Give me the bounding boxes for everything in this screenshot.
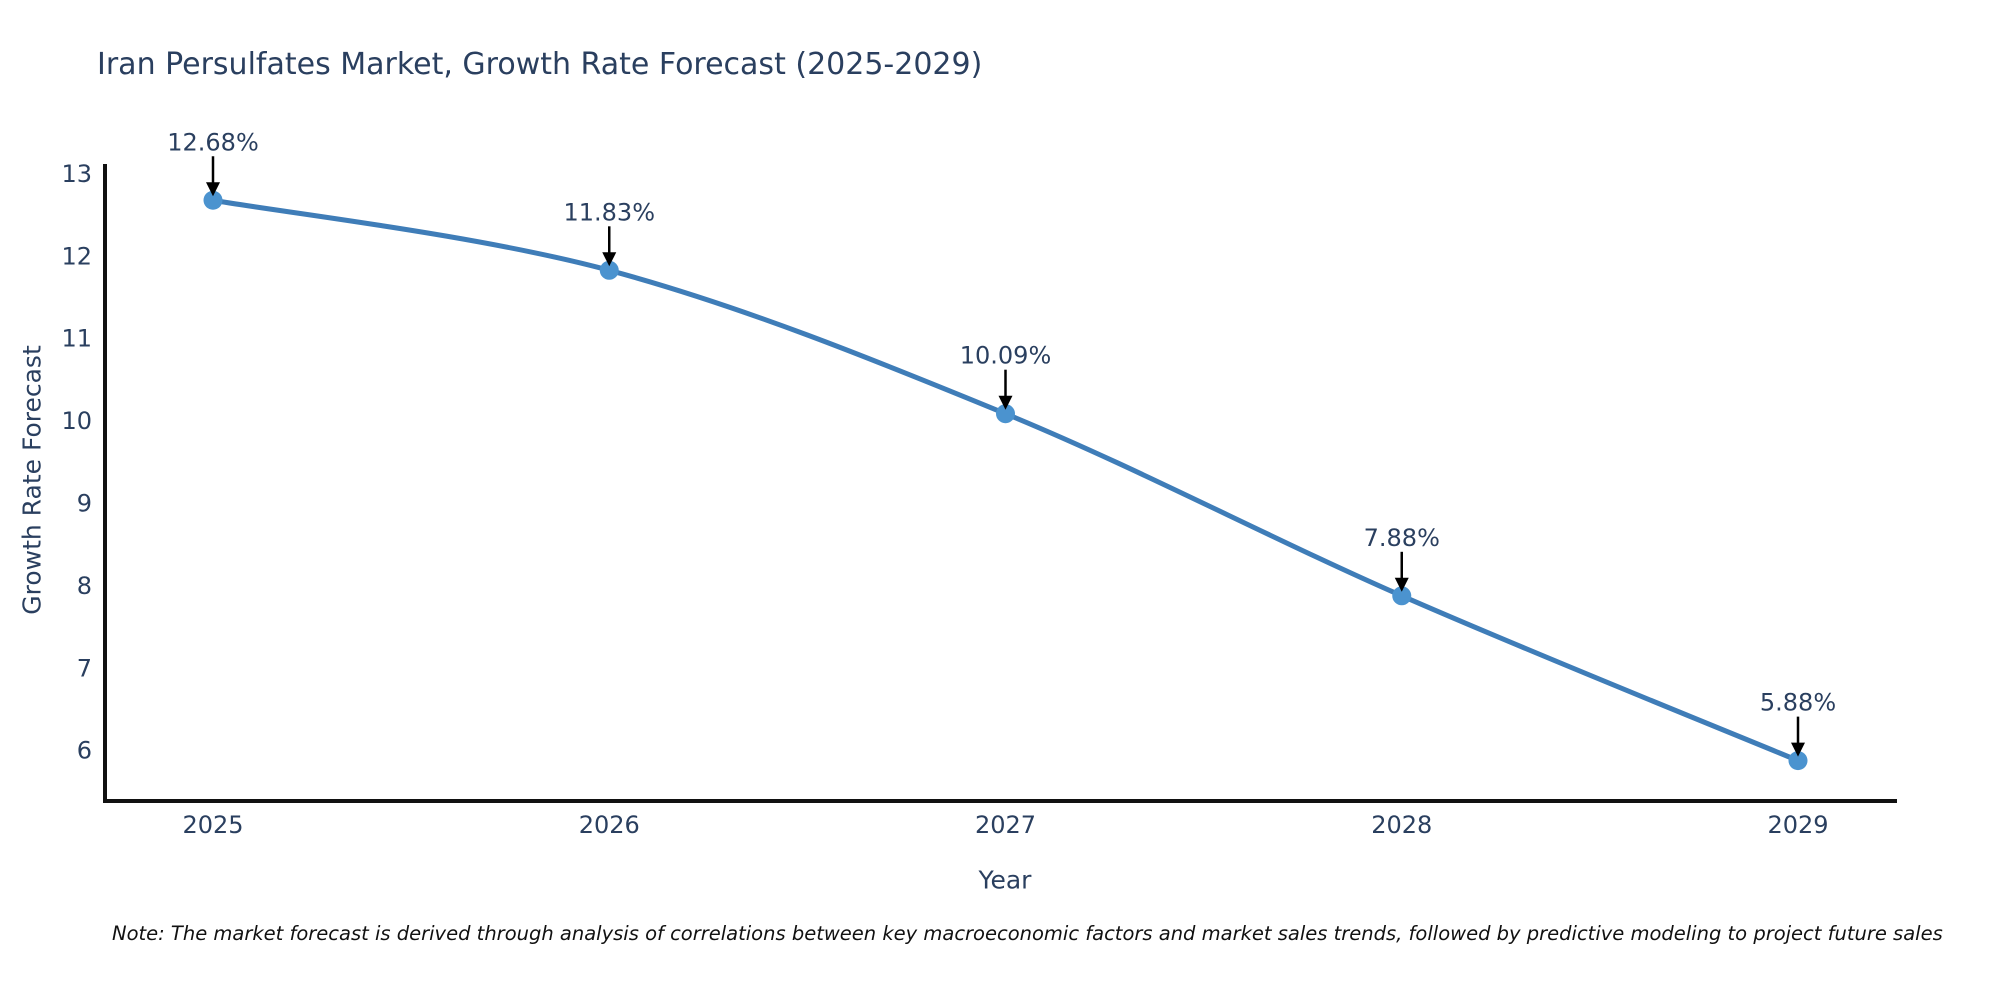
- annotation-arrowhead: [1394, 577, 1409, 592]
- annotation-arrowhead: [998, 395, 1013, 410]
- annotation-label: 10.09%: [960, 342, 1052, 370]
- y-tick-label: 11: [61, 325, 92, 353]
- y-tick-label: 13: [61, 160, 92, 188]
- x-tick-label: 2027: [975, 811, 1036, 839]
- annotation-label: 7.88%: [1364, 524, 1440, 552]
- x-tick-label: 2028: [1371, 811, 1432, 839]
- data-point-marker: [599, 260, 619, 280]
- y-tick-label: 6: [77, 737, 92, 765]
- y-tick-label: 9: [77, 490, 92, 518]
- x-tick-label: 2026: [579, 811, 640, 839]
- data-point-marker: [203, 190, 223, 210]
- chart-title: Iran Persulfates Market, Growth Rate For…: [97, 47, 983, 82]
- y-tick-label: 10: [61, 407, 92, 435]
- x-axis-title: Year: [978, 865, 1032, 895]
- data-point-marker: [1392, 586, 1412, 606]
- footnote: Note: The market forecast is derived thr…: [112, 922, 1943, 945]
- annotation-label: 11.83%: [563, 198, 655, 226]
- annotation-arrowhead: [206, 182, 220, 197]
- y-tick-label: 8: [77, 572, 92, 600]
- annotation-arrowhead: [1791, 742, 1805, 757]
- annotation-label: 5.88%: [1760, 689, 1836, 717]
- y-tick-label: 7: [77, 654, 92, 682]
- data-point-marker: [996, 404, 1015, 424]
- x-tick-label: 2025: [182, 811, 243, 839]
- x-tick-label: 2029: [1767, 811, 1828, 839]
- data-point-marker: [1788, 751, 1808, 771]
- y-axis-title: Growth Rate Forecast: [17, 345, 47, 615]
- series-line: [212, 197, 1799, 763]
- annotation-label: 12.68%: [167, 128, 259, 156]
- annotation-arrowhead: [602, 252, 617, 267]
- y-tick-label: 12: [61, 242, 92, 270]
